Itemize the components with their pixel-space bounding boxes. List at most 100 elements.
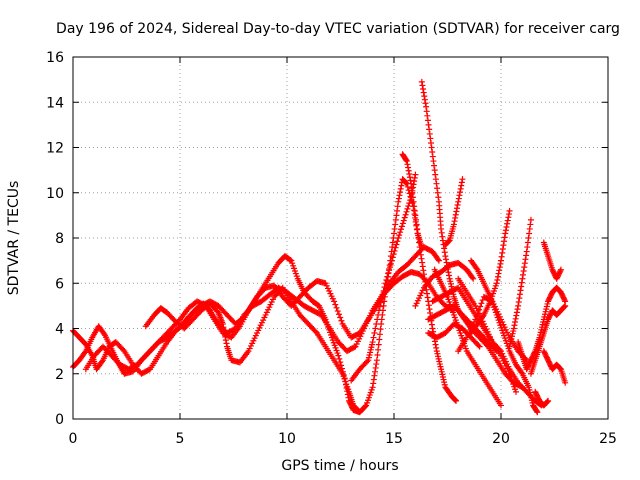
data-point [413,216,420,223]
data-point [376,303,383,310]
y-tick-label: 14 [46,95,64,111]
data-point [512,315,519,322]
data-point [453,205,460,212]
data-point [411,174,418,181]
series-track-22 [540,348,569,386]
data-point [336,355,343,362]
data-point [221,330,228,337]
data-point [526,230,533,237]
data-point [512,388,519,395]
data-point [101,330,108,337]
data-point [522,256,529,263]
data-point [443,259,450,266]
data-point [431,162,438,169]
data-point [506,207,513,214]
data-point [494,273,501,280]
data-point [416,244,423,251]
data-point [408,185,415,192]
data-point [429,153,436,160]
data-point [557,266,564,273]
data-point [414,230,421,237]
data-point [393,212,400,219]
data-point [394,203,401,210]
data-point [364,358,371,365]
data-point [372,364,379,371]
data-point [514,306,521,313]
data-point [370,334,377,341]
data-point [354,406,361,413]
data-point [407,197,414,204]
data-point [373,320,380,327]
data-point [373,357,380,364]
data-point [376,307,383,314]
chart-title: Day 196 of 2024, Sidereal Day-to-day VTE… [56,21,620,37]
data-point [414,225,421,232]
data-point [511,322,518,329]
x-axis-label: GPS time / hours [281,458,398,474]
data-point [409,184,416,191]
series-track-21 [527,302,569,377]
y-tick-label: 0 [55,412,64,428]
data-point [385,270,392,277]
data-point [518,283,525,290]
data-point [408,180,415,187]
data-point [387,260,394,267]
data-point [420,271,427,278]
data-point [409,189,416,196]
data-point [376,336,383,343]
data-point [403,158,410,165]
data-point [337,314,344,321]
data-point [470,275,477,282]
data-point [534,409,541,416]
data-point [312,328,319,335]
data-point [369,339,376,346]
data-point [439,237,446,244]
data-point [434,185,441,192]
data-point [502,227,509,234]
data-point [382,280,389,287]
data-point [516,295,523,302]
data-point [424,117,431,124]
data-point [469,274,476,281]
data-point [498,257,504,264]
data-point [504,217,511,224]
data-point [455,198,462,205]
data-point [419,82,426,89]
data-point [521,264,528,271]
data-point [478,300,485,307]
data-point [457,185,464,192]
data-point [557,267,564,274]
data-point [452,214,459,221]
data-point [421,275,428,282]
data-point [371,330,378,337]
y-axis-ticks: 0 2 4 6 8 10 12 14 16 [46,50,608,428]
data-point [99,358,106,365]
data-point [513,312,520,319]
x-tick-label: 5 [176,431,185,447]
data-point [419,263,426,270]
data-point [561,297,568,304]
data-point [459,176,466,183]
data-point [389,239,396,246]
data-point [393,241,400,248]
data-point [405,203,412,210]
y-tick-label: 16 [46,50,64,66]
data-point [332,301,339,308]
data-point [441,249,448,256]
data-point [442,256,449,263]
data-point [427,135,434,142]
data-point [523,252,530,259]
data-point [404,161,411,168]
data-point [424,290,431,297]
data-point [384,273,391,280]
data-point [354,406,361,413]
data-point [406,171,413,178]
data-point [520,271,527,278]
data-point [431,338,438,345]
data-point [418,255,425,262]
data-point [395,195,402,202]
data-point [432,176,439,183]
x-tick-label: 15 [385,431,403,447]
data-point [403,157,410,164]
data-point [420,89,427,96]
